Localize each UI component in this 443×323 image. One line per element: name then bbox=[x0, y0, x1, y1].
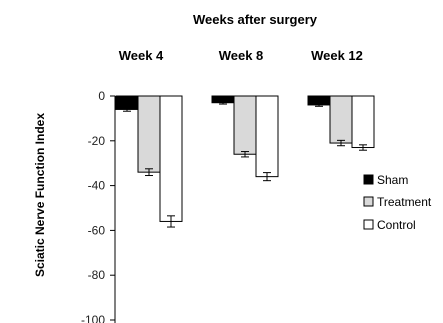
legend-swatch-treatment bbox=[363, 196, 374, 207]
group-label: Week 4 bbox=[119, 48, 164, 63]
chart-title: Weeks after surgery bbox=[193, 12, 318, 27]
bar-control bbox=[255, 95, 279, 178]
y-axis-label: Sciatic Nerve Function Index bbox=[33, 113, 47, 277]
group-label: Week 8 bbox=[219, 48, 264, 63]
legend-label-control: Control bbox=[377, 218, 416, 232]
bar-treatment bbox=[233, 95, 257, 155]
bar-treatment bbox=[137, 95, 161, 173]
legend-swatch-sham bbox=[363, 174, 374, 185]
y-tick-label: 0 bbox=[98, 89, 105, 103]
y-tick-label: -20 bbox=[88, 134, 106, 148]
legend: Sham Treatment Control bbox=[363, 173, 432, 232]
legend-label-sham: Sham bbox=[377, 173, 408, 187]
legend-label-treatment: Treatment bbox=[377, 195, 432, 209]
bar-control bbox=[159, 95, 183, 222]
y-tick-label: -100 bbox=[81, 313, 105, 323]
bar-treatment bbox=[329, 95, 353, 144]
bar-control bbox=[351, 95, 375, 149]
y-tick-label: -40 bbox=[88, 179, 106, 193]
y-tick-label: -60 bbox=[88, 223, 106, 237]
group-label: Week 12 bbox=[311, 48, 363, 63]
plot-area: 0 -20 -40 -60 -80 -100 Week 4 Week 8 Week 12 bbox=[81, 48, 375, 323]
y-tick-label: -80 bbox=[88, 268, 106, 282]
legend-swatch-control bbox=[363, 219, 374, 230]
